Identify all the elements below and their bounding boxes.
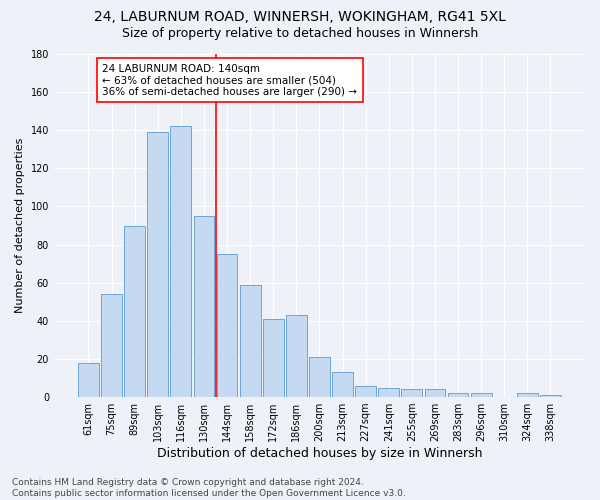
Bar [448,394,469,397]
Bar [194,216,214,397]
Bar [101,294,122,397]
Bar [332,372,353,397]
Bar [78,363,99,397]
Bar [540,395,561,397]
Text: 24, LABURNUM ROAD, WINNERSH, WOKINGHAM, RG41 5XL: 24, LABURNUM ROAD, WINNERSH, WOKINGHAM, … [94,10,506,24]
Bar [471,394,491,397]
Bar [148,132,168,397]
Text: Size of property relative to detached houses in Winnersh: Size of property relative to detached ho… [122,28,478,40]
Bar [355,386,376,397]
Bar [217,254,238,397]
Bar [170,126,191,397]
X-axis label: Distribution of detached houses by size in Winnersh: Distribution of detached houses by size … [157,447,482,460]
Text: Contains HM Land Registry data © Crown copyright and database right 2024.
Contai: Contains HM Land Registry data © Crown c… [12,478,406,498]
Y-axis label: Number of detached properties: Number of detached properties [15,138,25,313]
Text: 24 LABURNUM ROAD: 140sqm
← 63% of detached houses are smaller (504)
36% of semi-: 24 LABURNUM ROAD: 140sqm ← 63% of detach… [103,64,358,96]
Bar [124,226,145,397]
Bar [286,315,307,397]
Bar [240,284,260,397]
Bar [517,394,538,397]
Bar [379,388,399,397]
Bar [425,390,445,397]
Bar [263,319,284,397]
Bar [309,357,330,397]
Bar [401,390,422,397]
